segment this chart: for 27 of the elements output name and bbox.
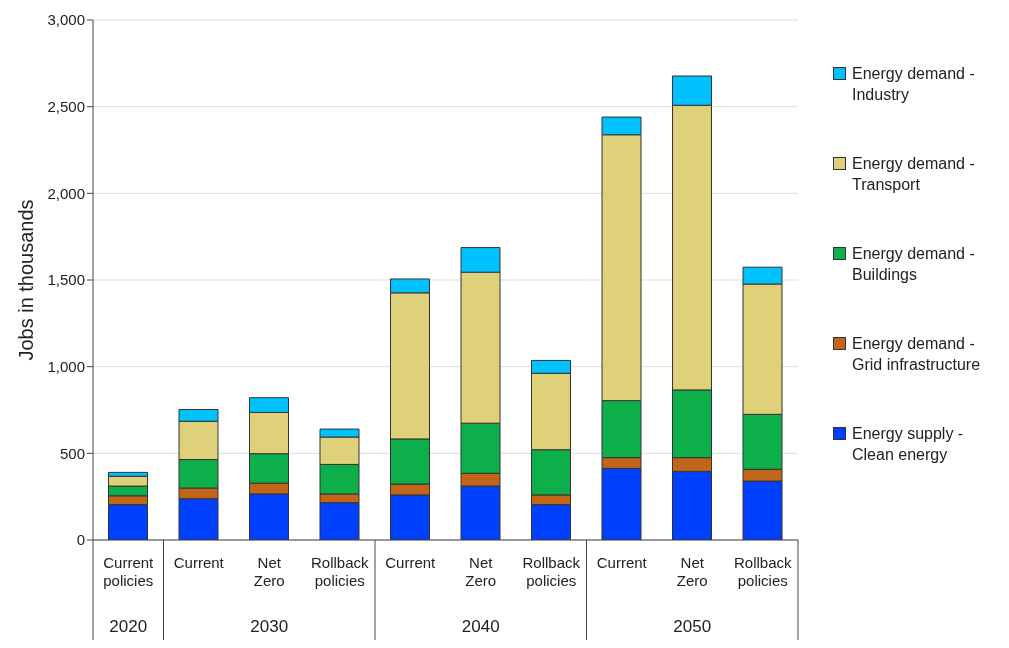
- x-tick-label: Current: [173, 554, 225, 571]
- text: 2040: [461, 617, 500, 636]
- y-tick-label: 500: [59, 444, 85, 462]
- y-axis-title: Jobs in thousands: [15, 199, 38, 361]
- y-tick-label: 3,000: [47, 11, 85, 29]
- legend-label: Energy demand - Industry: [852, 64, 976, 105]
- legend-label: Energy demand - Buildings: [852, 244, 976, 285]
- legend-label: Energy supply - Clean energy: [852, 424, 965, 465]
- y-tick-label: 2,500: [47, 97, 85, 115]
- x-tick-label: Current: [596, 554, 648, 571]
- text: 2030: [250, 617, 289, 636]
- x-tick-label: Net Zero: [676, 554, 708, 589]
- x-tick-label: Current policies: [103, 554, 155, 589]
- x-tick-label: Rollback policies: [522, 554, 581, 589]
- y-tick-label: 2,000: [47, 184, 85, 202]
- text: 2050: [673, 617, 712, 636]
- y-tick-label: 1,000: [47, 357, 85, 375]
- legend-label: Energy demand - Transport: [852, 154, 976, 195]
- x-tick-label: Net Zero: [253, 554, 285, 589]
- x-tick-label: Current: [385, 554, 437, 571]
- text: 2020: [109, 617, 148, 636]
- x-tick-label: Net Zero: [465, 554, 497, 589]
- legend-label: Energy demand - Grid infrastructure: [852, 334, 982, 375]
- y-tick-label: 0: [76, 531, 85, 549]
- x-tick-label: Rollback policies: [310, 554, 370, 589]
- y-tick-label: 1,500: [47, 271, 85, 289]
- x-tick-label: Rollback policies: [733, 554, 793, 589]
